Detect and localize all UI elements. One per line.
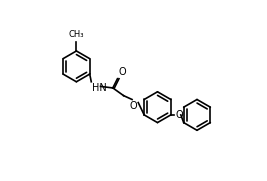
Text: O: O [119, 67, 127, 77]
Text: HN: HN [92, 83, 107, 93]
Text: O: O [175, 110, 183, 120]
Text: CH₃: CH₃ [69, 30, 84, 39]
Text: O: O [130, 101, 138, 111]
